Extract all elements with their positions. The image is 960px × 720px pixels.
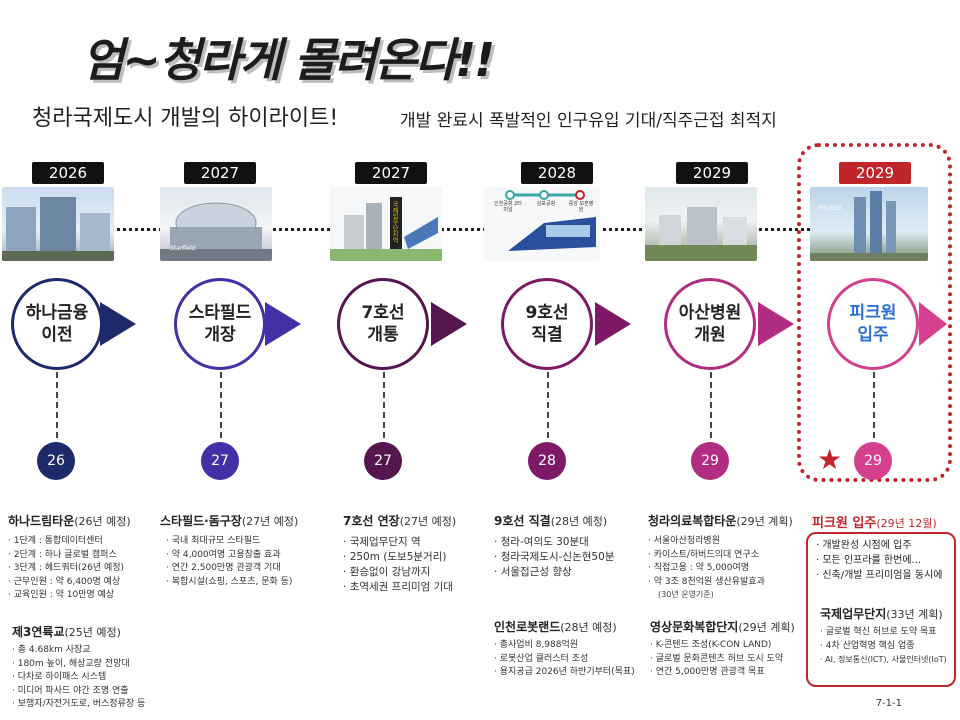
- station-sign: 국제업무단지역: [391, 201, 398, 243]
- peakone-highlight-box: 개발완성 시점에 입주 모든 인프라를 한번에... 신축/개발 프리미엄을 동…: [806, 532, 956, 687]
- year-number-badge: 29: [691, 442, 729, 480]
- station-label: 김포공항: [536, 201, 556, 207]
- arrow-icon: [100, 302, 136, 346]
- line7-illustration: 국제업무단지역: [330, 187, 442, 261]
- detail-hana: 하나드림타운(26년 예정) 1단계 : 통합데이터센터2단계 : 하나 글로벌…: [8, 512, 158, 603]
- peakone-photo: PRUGIO: [810, 187, 928, 261]
- detail-line9: 9호선 직결(28년 예정) 청라-여의도 30분대청라국제도시-신논현50분서…: [494, 512, 644, 580]
- detail-peakone-heading: 피크원 입주(29년 12월): [812, 516, 937, 531]
- dash-connector: [710, 372, 712, 438]
- detail-bridge: 제3연륙교(25년 예정) 총 4.68km 사장교180m 높이, 해상교량 …: [12, 623, 162, 712]
- station-label: 중앙 보훈병원: [568, 201, 594, 213]
- station-label: 인천공항 2터미널: [494, 201, 522, 213]
- detail-media: 영상문화복합단지(29년 계획) K-콘텐드 조성(K-CON LAND)글로벌…: [650, 618, 800, 680]
- milestone-peakone: 피크원 입주: [830, 281, 916, 367]
- milestone-line7: 7호선 개통: [340, 281, 426, 367]
- arrow-icon: [431, 302, 467, 346]
- milestone-starfield: 스타필드 개장: [177, 281, 263, 367]
- highlight-frame: [797, 143, 952, 482]
- detail-medical: 청라의료복합타운(29년 계획) 서울아산청라병원카이스트/하버드의대 연구소직…: [648, 512, 798, 601]
- page-title: 엄~청라게 몰려온다!!: [82, 33, 495, 87]
- prugio-logo: PRUGIO: [818, 205, 842, 212]
- year-badge: 2029: [676, 162, 748, 184]
- detail-robotland: 인천로봇랜드(28년 예정) 총사업비 8,988억원로봇산업 클러스터 조성용…: [494, 618, 644, 680]
- dash-connector: [547, 372, 549, 438]
- asan-hospital-photo: [645, 187, 757, 261]
- year-badge-highlight: 2029: [839, 162, 911, 184]
- page-number: 7-1-1: [875, 698, 902, 709]
- year-badge: 2027: [184, 162, 256, 184]
- detail-line7: 7호선 연장(27년 예정) 국제업무단지 역250m (도보5분거리)환승없이…: [343, 512, 493, 595]
- starfield-photo: Starfield: [160, 187, 272, 261]
- arrow-icon: [758, 302, 794, 346]
- dash-connector: [873, 372, 875, 438]
- dash-connector: [383, 372, 385, 438]
- year-badge: 2027: [355, 162, 427, 184]
- detail-starfield: 스타필드·돔구장(27년 예정) 국내 최대규모 스타필드약 4,000여명 고…: [160, 512, 310, 589]
- year-badge: 2026: [32, 162, 104, 184]
- page-subtitle-desc: 개발 완료시 폭발적인 인구유입 기대/직주근접 최적지: [400, 111, 777, 131]
- detail-ibd: 국제업무단지(33년 계획) 글로벌 혁신 허브로 도약 목표4차 산업혁명 핵…: [820, 605, 954, 667]
- year-number-badge: 27: [201, 442, 239, 480]
- year-number-badge: 28: [528, 442, 566, 480]
- line9-illustration: 인천공항 2터미널 김포공항 중앙 보훈병원: [484, 187, 600, 261]
- year-badge: 2028: [521, 162, 593, 184]
- milestone-line9: 9호선 직결: [504, 281, 590, 367]
- milestone-asan: 아산병원 개원: [667, 281, 753, 367]
- arrow-icon: [265, 302, 301, 346]
- year-number-badge: 29: [854, 442, 892, 480]
- page-subtitle: 청라국제도시 개발의 하이라이트!: [32, 106, 339, 131]
- year-number-badge: 26: [37, 442, 75, 480]
- arrow-icon: [919, 302, 947, 346]
- dash-connector: [220, 372, 222, 438]
- starfield-logo: Starfield: [170, 245, 196, 252]
- star-icon: ★: [817, 443, 843, 476]
- milestone-hana: 하나금융 이전: [14, 281, 100, 367]
- year-number-badge: 27: [364, 442, 402, 480]
- arrow-icon: [595, 302, 631, 346]
- dash-connector: [56, 372, 58, 438]
- hana-building-photo: [2, 187, 114, 261]
